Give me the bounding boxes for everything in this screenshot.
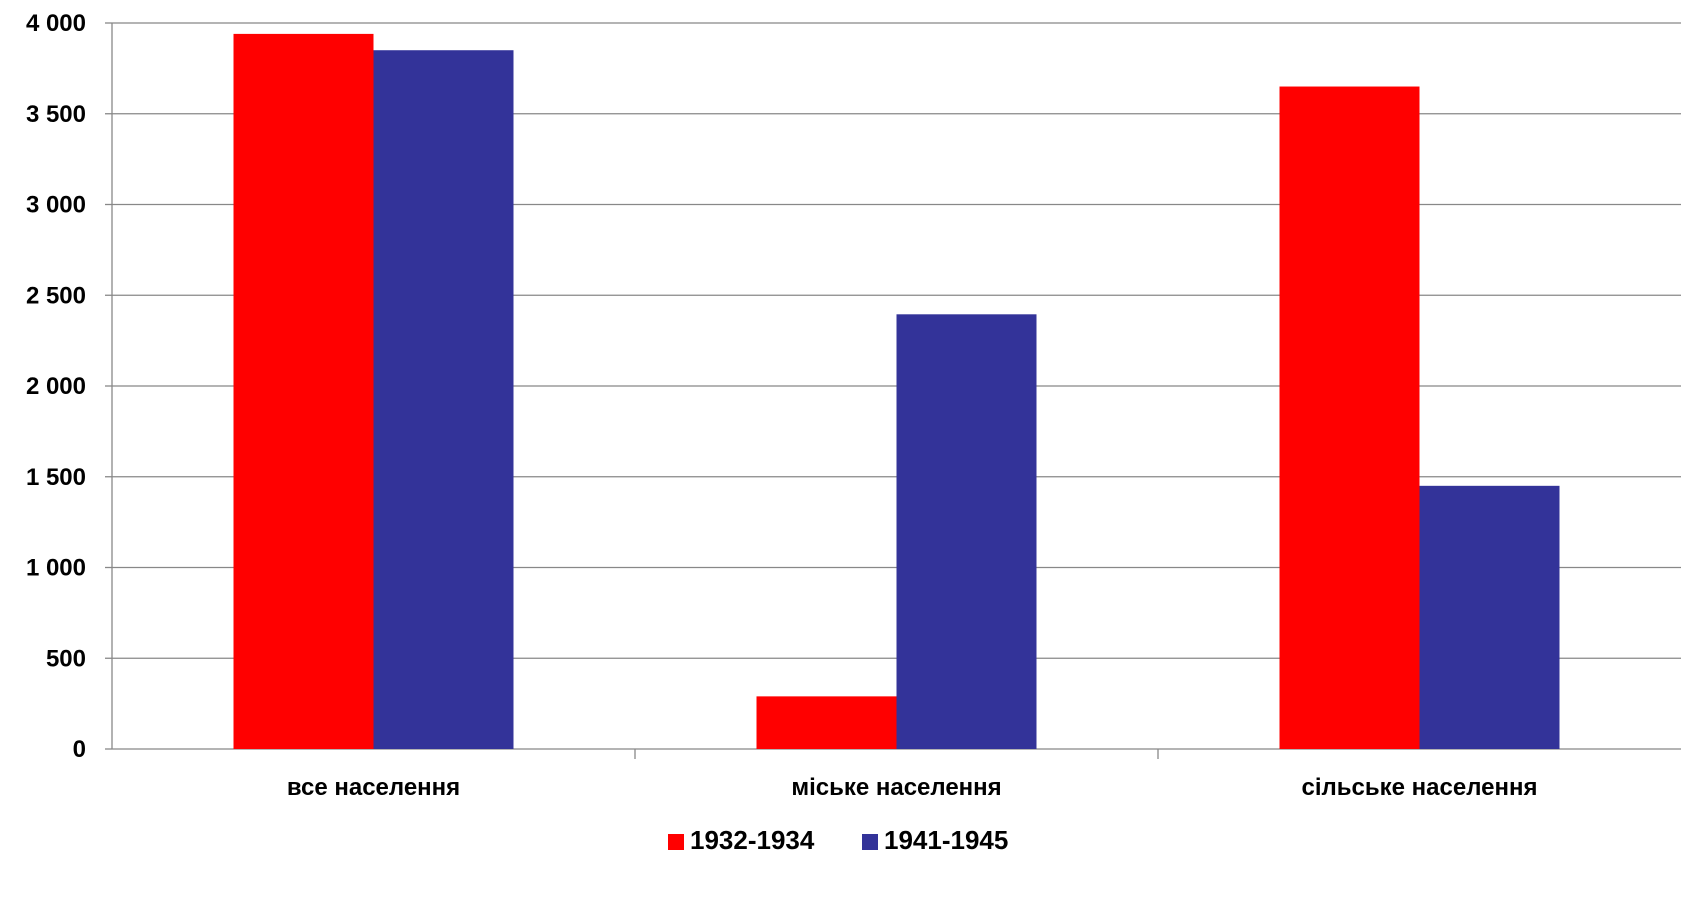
bars bbox=[233, 33, 1560, 750]
y-tick-label: 3 000 bbox=[26, 192, 86, 219]
y-tick-label: 0 bbox=[73, 736, 86, 763]
y-tick-label: 500 bbox=[46, 645, 86, 672]
y-tick-label: 2 000 bbox=[26, 373, 86, 400]
x-tick-label: все населення bbox=[287, 774, 460, 801]
y-tick-label: 1 500 bbox=[26, 464, 86, 491]
bar bbox=[756, 696, 897, 749]
bar bbox=[1419, 485, 1560, 749]
bar bbox=[233, 33, 374, 749]
y-tick-label: 3 500 bbox=[26, 101, 86, 128]
y-tick-label: 2 500 bbox=[26, 282, 86, 309]
x-axis: все населення міське населення сільське на… bbox=[112, 748, 1681, 801]
legend-swatch bbox=[862, 834, 878, 850]
y-axis: 0 500 1 000 1 500 2 000 2 500 3 000 3 500 4 000 bbox=[26, 10, 113, 763]
y-tick-label: 4 000 bbox=[26, 10, 86, 37]
legend-label: 1932-1934 bbox=[690, 825, 815, 855]
x-tick-label: сільське населення bbox=[1302, 774, 1538, 801]
bar bbox=[373, 50, 514, 750]
x-tick-label: міське населення bbox=[791, 774, 1001, 801]
y-tick-label: 1 000 bbox=[26, 555, 86, 582]
bar bbox=[1279, 86, 1420, 749]
bar bbox=[896, 314, 1037, 749]
legend-label: 1941-1945 bbox=[884, 825, 1008, 855]
legend[interactable]: 1932-1934 1941-1945 bbox=[668, 825, 1008, 855]
legend-swatch bbox=[668, 834, 684, 850]
